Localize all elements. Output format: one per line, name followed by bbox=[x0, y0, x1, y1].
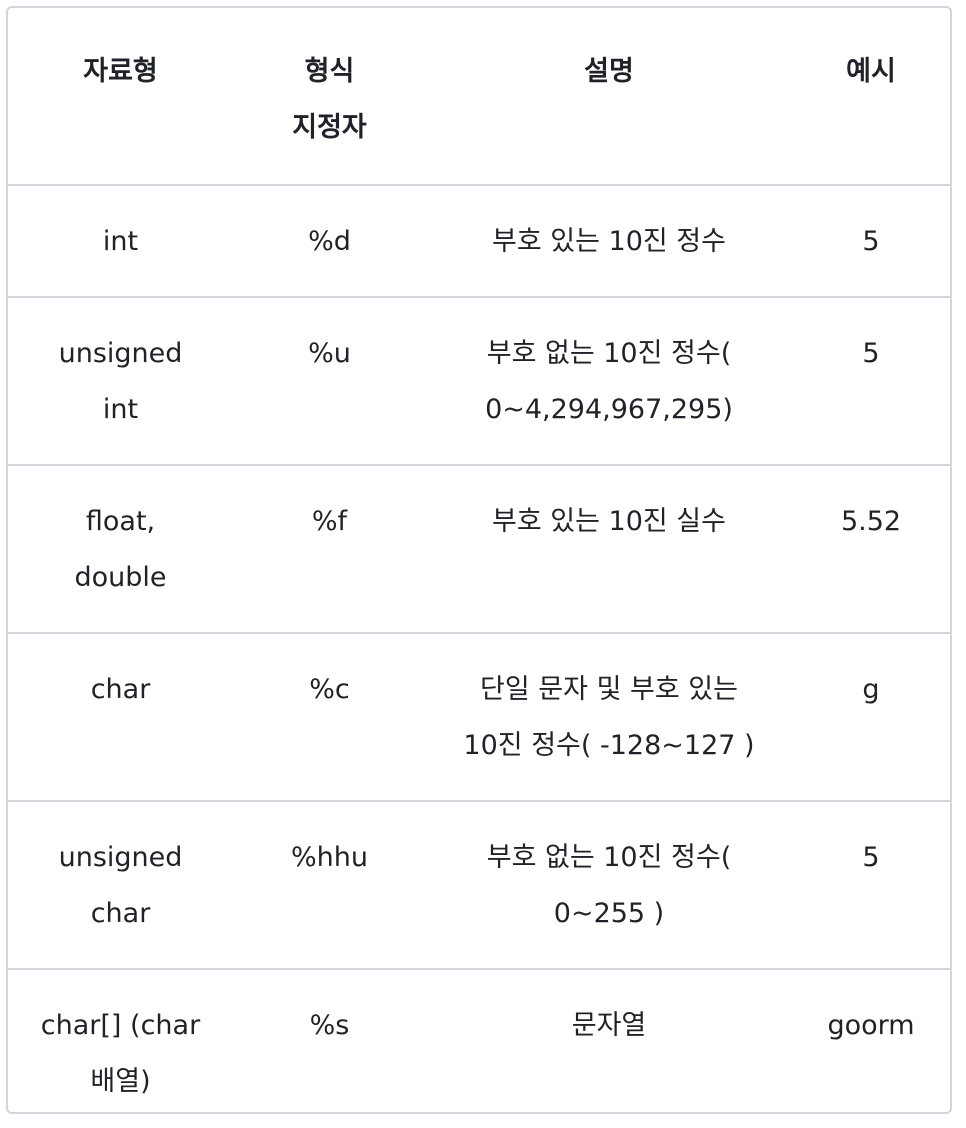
cell-line: 5.52 bbox=[840, 506, 902, 537]
cell-line: %d bbox=[308, 226, 351, 257]
cell-line: goorm bbox=[827, 1010, 915, 1041]
cell-description: 문자열 bbox=[426, 968, 792, 1112]
cell-description: 단일 문자 및 부호 있는 10진 정수( -128~127 ) bbox=[426, 632, 792, 801]
cell-description: 부호 있는 10진 실수 bbox=[426, 464, 792, 633]
header-specifier: 형식 지정자 bbox=[233, 8, 426, 185]
cell-line: g bbox=[862, 674, 880, 705]
cell-line: %c bbox=[309, 674, 350, 705]
cell-specifier: %f bbox=[233, 464, 426, 633]
table-row: unsigned char %hhu 부호 없는 10진 정수( 0~255 )… bbox=[8, 800, 950, 969]
cell-example: goorm bbox=[792, 968, 950, 1112]
header-description-line: 설명 bbox=[584, 56, 634, 87]
cell-line: 5 bbox=[862, 226, 880, 257]
cell-line: 배열) bbox=[90, 1066, 151, 1097]
table-row: unsigned int %u 부호 없는 10진 정수( 0~4,294,96… bbox=[8, 296, 950, 465]
cell-line: 문자열 bbox=[571, 1010, 647, 1041]
cell-specifier: %u bbox=[233, 296, 426, 465]
table-row: float, double %f 부호 있는 10진 실수 5.52 bbox=[8, 464, 950, 633]
header-specifier-line: 지정자 bbox=[292, 112, 367, 143]
table-row: char[] (char 배열) %s 문자열 goorm bbox=[8, 968, 950, 1112]
cell-example: 5 bbox=[792, 296, 950, 465]
cell-line: unsigned bbox=[58, 842, 183, 873]
cell-example: g bbox=[792, 632, 950, 801]
cell-line: int bbox=[102, 394, 139, 425]
cell-line: 부호 없는 10진 정수( bbox=[486, 338, 732, 369]
cell-line: 부호 없는 10진 정수( bbox=[486, 842, 732, 873]
cell-type: unsigned char bbox=[8, 800, 233, 969]
cell-line: float, bbox=[85, 506, 156, 537]
format-specifier-table: 자료형 형식 지정자 설명 예시 int bbox=[8, 8, 950, 1112]
cell-line: unsigned bbox=[58, 338, 183, 369]
cell-specifier: %hhu bbox=[233, 800, 426, 969]
table-header-row: 자료형 형식 지정자 설명 예시 bbox=[8, 8, 950, 185]
cell-description: 부호 없는 10진 정수( 0~4,294,967,295) bbox=[426, 296, 792, 465]
cell-specifier: %d bbox=[233, 184, 426, 297]
cell-line: char bbox=[90, 674, 151, 705]
cell-line: 5 bbox=[862, 842, 880, 873]
cell-line: 단일 문자 및 부호 있는 bbox=[480, 674, 738, 705]
cell-example: 5 bbox=[792, 800, 950, 969]
cell-line: 0~4,294,967,295) bbox=[485, 394, 733, 425]
table-row: int %d 부호 있는 10진 정수 5 bbox=[8, 184, 950, 297]
table-row: char %c 단일 문자 및 부호 있는 10진 정수( -128~127 )… bbox=[8, 632, 950, 801]
cell-line: 10진 정수( -128~127 ) bbox=[463, 730, 755, 761]
cell-type: char bbox=[8, 632, 233, 801]
header-type: 자료형 bbox=[8, 8, 233, 185]
format-specifier-table-container: 자료형 형식 지정자 설명 예시 int bbox=[6, 6, 952, 1114]
cell-line: %s bbox=[309, 1010, 350, 1041]
header-example: 예시 bbox=[792, 8, 950, 185]
cell-type: int bbox=[8, 184, 233, 297]
header-description: 설명 bbox=[426, 8, 792, 185]
cell-line: char[] (char bbox=[40, 1010, 201, 1041]
cell-line: %f bbox=[311, 506, 348, 537]
header-example-line: 예시 bbox=[846, 56, 896, 87]
cell-type: float, double bbox=[8, 464, 233, 633]
cell-type: unsigned int bbox=[8, 296, 233, 465]
cell-line: 부호 있는 10진 정수 bbox=[492, 226, 726, 257]
cell-line: 0~255 ) bbox=[553, 898, 665, 929]
cell-example: 5 bbox=[792, 184, 950, 297]
cell-specifier: %c bbox=[233, 632, 426, 801]
header-type-line: 자료형 bbox=[83, 56, 158, 87]
header-specifier-line: 형식 bbox=[304, 56, 355, 87]
cell-line: char bbox=[90, 898, 151, 929]
cell-description: 부호 있는 10진 정수 bbox=[426, 184, 792, 297]
cell-line: 부호 있는 10진 실수 bbox=[492, 506, 726, 537]
cell-line: int bbox=[102, 226, 139, 257]
cell-example: 5.52 bbox=[792, 464, 950, 633]
cell-line: %u bbox=[308, 338, 351, 369]
cell-specifier: %s bbox=[233, 968, 426, 1112]
cell-type: char[] (char 배열) bbox=[8, 968, 233, 1112]
cell-description: 부호 없는 10진 정수( 0~255 ) bbox=[426, 800, 792, 969]
cell-line: double bbox=[74, 562, 167, 593]
cell-line: 5 bbox=[862, 338, 880, 369]
cell-line: %hhu bbox=[291, 842, 368, 873]
